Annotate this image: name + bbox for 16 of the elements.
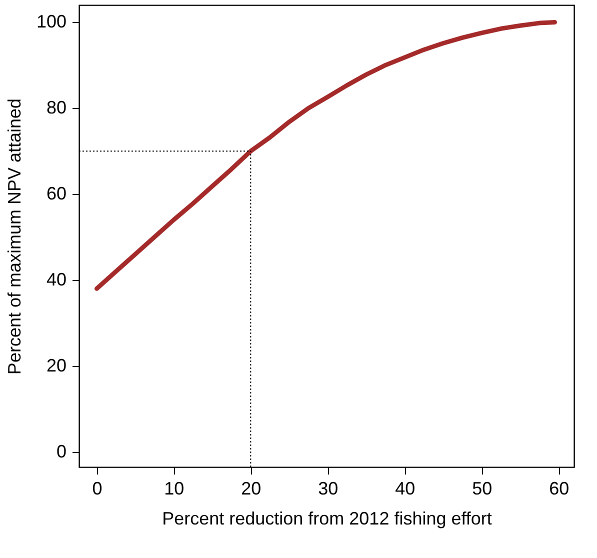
y-tick-label: 100 [36, 12, 66, 32]
x-tick-label: 50 [472, 478, 492, 498]
y-tick-label: 80 [46, 98, 66, 118]
x-tick-label: 60 [549, 478, 570, 498]
x-tick-label: 10 [164, 478, 184, 498]
y-tick-label: 20 [46, 356, 66, 376]
x-tick-label: 40 [395, 478, 416, 498]
y-axis-title: Percent of maximum NPV attained [4, 98, 24, 375]
line-series [94, 20, 558, 291]
x-tick-label: 20 [241, 478, 262, 498]
x-tick-label: 0 [92, 478, 102, 498]
y-tick-label: 0 [56, 441, 66, 462]
y-tick-label: 40 [46, 270, 66, 290]
x-tick-label: 30 [318, 478, 338, 498]
x-axis-title: Percent reduction from 2012 fishing effort [162, 508, 492, 528]
y-tick-label: 60 [46, 184, 66, 204]
